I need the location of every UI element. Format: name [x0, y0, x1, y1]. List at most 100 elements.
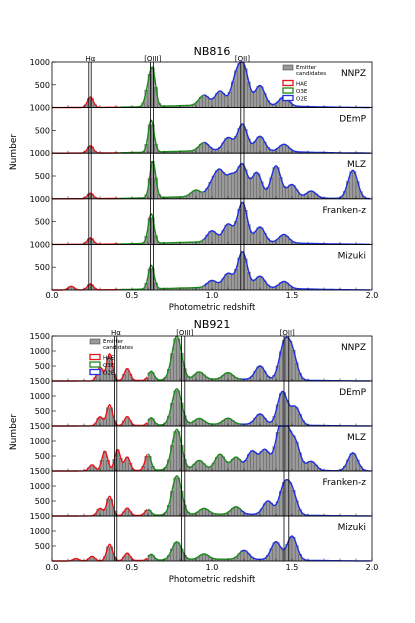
- histogram-bar: [215, 170, 219, 199]
- histogram-bar: [285, 187, 289, 199]
- histogram-bar: [285, 479, 289, 517]
- x-tick-label: 1.0: [206, 563, 219, 572]
- emission-line-label: Hα: [85, 55, 95, 63]
- series-line-o3e: [119, 160, 203, 200]
- series-line-o3e: [147, 428, 242, 471]
- panel-label: Mizuki: [338, 523, 366, 533]
- y-tick-label: 500: [35, 407, 50, 416]
- panel-mlz: 500 1000 1500 MLZ: [30, 422, 373, 472]
- histogram-bar: [279, 425, 283, 472]
- y-tick-label: 1000: [30, 482, 50, 491]
- histogram-bar: [288, 430, 293, 472]
- panel-frame: [51, 515, 373, 562]
- y-tick-label: 1000: [30, 104, 50, 113]
- series-line-o3e: [119, 66, 204, 108]
- y-tick-label: 500: [35, 542, 50, 551]
- y-tick-label: 1000: [30, 149, 50, 158]
- series-line-hae: [52, 543, 148, 562]
- panel-frame: [51, 107, 373, 154]
- histogram-bar: [231, 274, 235, 291]
- histogram-bar: [288, 405, 293, 427]
- y-tick-label: 500: [35, 126, 50, 135]
- panel-demp: 500 1000 1500 DEmP: [30, 377, 373, 427]
- series-line-hae: [52, 96, 120, 109]
- legend-swatch: [282, 64, 294, 71]
- histogram-bar: [256, 453, 261, 472]
- histogram-bar: [272, 505, 277, 517]
- histogram-bar: [240, 123, 245, 154]
- chart-nb816: NB8165001000NNPZ5001000DEmP5001000MLZ500…: [9, 45, 378, 313]
- series-line-o2e: [240, 425, 371, 472]
- histogram-bar: [227, 462, 232, 472]
- histogram-bar: [285, 337, 289, 382]
- series-line-hae: [52, 283, 120, 291]
- y-tick-label: 1000: [30, 527, 50, 536]
- emission-line-label: [OIII]: [144, 55, 161, 63]
- panel-label: DEmP: [339, 388, 366, 398]
- histogram-bar: [237, 63, 241, 108]
- histogram-bar: [218, 454, 222, 472]
- histogram-bar: [202, 142, 206, 154]
- histogram-bar: [227, 173, 232, 199]
- legend-label: Emitter: [103, 339, 124, 345]
- legend-label: candidates: [103, 345, 133, 351]
- y-tick-label: 500: [35, 263, 50, 272]
- series-line-o3e: [147, 474, 242, 516]
- y-tick-label: 500: [35, 218, 50, 227]
- histogram-bar: [256, 86, 261, 108]
- panel-label: Mizuki: [338, 251, 366, 261]
- legend-swatch: [282, 87, 294, 94]
- emission-line-label: [OII]: [235, 55, 250, 63]
- histogram-bar: [266, 451, 270, 472]
- histogram-bar: [282, 281, 286, 291]
- histogram-bar: [269, 453, 273, 472]
- emission-line-label: [OII]: [280, 329, 295, 337]
- histogram-bar: [240, 163, 245, 199]
- histogram-bar: [218, 169, 222, 199]
- y-tick-label: 500: [35, 452, 50, 461]
- histogram-bar: [211, 280, 216, 291]
- panel-label: NNPZ: [341, 343, 366, 353]
- panel-franken-z: 500 1000 1500 Franken-z: [30, 467, 373, 517]
- x-axis-label: Photometric redshift: [169, 303, 256, 313]
- histogram-bar: [250, 450, 254, 472]
- histogram-bar: [215, 233, 219, 245]
- legend-label: candidates: [296, 71, 326, 77]
- histogram-bar: [256, 276, 261, 291]
- histogram-bar: [221, 172, 225, 199]
- histogram-bar: [247, 177, 251, 199]
- histogram-bar: [250, 232, 254, 245]
- histogram-bar: [208, 98, 213, 108]
- legend-swatch: [89, 368, 101, 376]
- panel-label: Franken-z: [322, 206, 366, 216]
- series-line-o2e: [240, 535, 371, 562]
- series-line-o3e: [119, 119, 204, 154]
- histogram-bar: [231, 139, 235, 154]
- y-axis-label: Number: [9, 414, 19, 450]
- histogram-bar: [202, 94, 206, 108]
- panel-label: MLZ: [347, 433, 366, 443]
- legend-label: O3E: [103, 363, 115, 369]
- histogram-bar: [227, 223, 232, 245]
- series-line-o3e: [119, 213, 204, 245]
- histogram-bar: [218, 282, 222, 291]
- histogram-bar: [250, 143, 254, 154]
- histogram-bar: [202, 508, 206, 517]
- histogram-bar: [282, 144, 286, 154]
- histogram-bar: [215, 282, 219, 291]
- y-tick-label: 500: [35, 497, 50, 506]
- histogram-bar: [227, 137, 232, 154]
- panel-mlz: 500 1000 MLZ: [30, 149, 373, 200]
- series-line-hae: [52, 192, 120, 200]
- y-tick-label: 1000: [30, 240, 50, 249]
- histogram-bar: [231, 225, 235, 245]
- histogram-bar: [240, 61, 245, 108]
- panel-franken-z: 500 1000 Franken-z: [30, 195, 373, 246]
- chart-title: NB816: [194, 45, 231, 58]
- y-tick-label: 500: [35, 81, 50, 90]
- histogram-bar: [224, 174, 229, 199]
- histogram-bar: [227, 273, 232, 291]
- histogram-bar: [218, 90, 222, 108]
